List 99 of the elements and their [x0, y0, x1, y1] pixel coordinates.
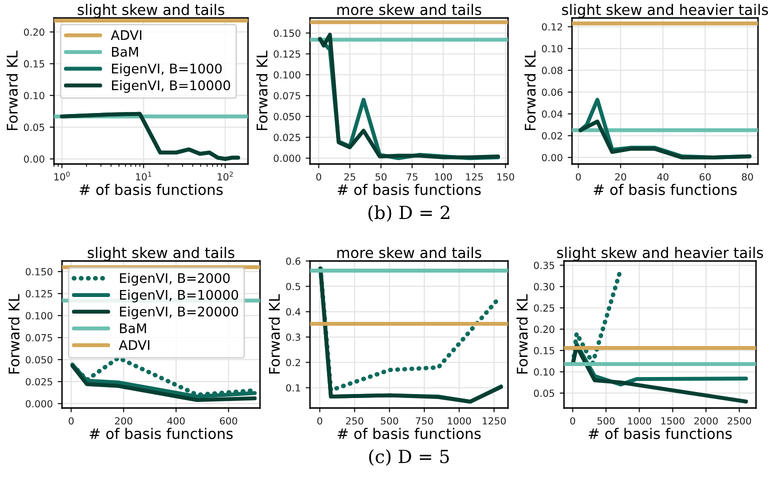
y-tick-label: 0.050 [26, 356, 52, 364]
chart-title: more skew and tails [337, 246, 482, 258]
x-axis-title: # of basis functions [588, 428, 732, 440]
legend-label: BaM [120, 323, 146, 334]
x-tick-label: 1250 [482, 417, 506, 425]
x-tick-label: 1000 [448, 417, 471, 425]
y-tick-label: 0.12 [542, 23, 562, 31]
y-tick-label: 0.15 [24, 60, 44, 68]
chart-title: slight skew and heavier tails [562, 4, 768, 18]
y-tick-label: 0.5 [286, 282, 300, 290]
x-tick-label: 0 [570, 417, 576, 425]
x-axis-title: # of basis functions [338, 428, 481, 440]
x-tick-label: 750 [416, 417, 433, 425]
x-tick-label: 1500 [661, 417, 684, 425]
x-tick-label: 80 [742, 173, 753, 181]
y-tick-label: 0.05 [24, 124, 44, 132]
x-tick-label: 1000 [628, 417, 652, 425]
x-tick-label: 125 [466, 173, 483, 181]
x-axis-title: # of basis functions [80, 184, 223, 196]
y-tick-label: 0.150 [26, 268, 52, 276]
x-tick-label: 200 [115, 417, 132, 425]
legend-label: EigenVI, B=1000 [112, 63, 222, 76]
y-tick-label: 0.100 [26, 312, 52, 320]
y-tick-label: 0.1 [286, 384, 300, 392]
x-tick-label: 10$^{2}$ [218, 172, 233, 180]
y-tick-label: 0.075 [26, 334, 52, 342]
x-tick-label: 25 [344, 173, 356, 181]
x-tick-label: 600 [220, 417, 238, 425]
chart-title: slight skew and tails [88, 246, 234, 261]
y-tick-label: 0.6 [286, 257, 300, 265]
x-tick-label: 2500 [728, 417, 752, 425]
y-tick-label: 0.050 [274, 112, 300, 120]
legend-label: ADVI [110, 30, 142, 40]
x-tick-label: 50 [376, 173, 387, 181]
y-tick-label: 0.20 [534, 326, 554, 334]
y-tick-label: 0.000 [274, 154, 300, 162]
legend-label: EigenVI, B=10000 [120, 290, 238, 302]
y-axis-title: Forward KL [6, 50, 18, 130]
y-tick-label: 0.150 [274, 29, 300, 37]
y-tick-label: 0.025 [26, 378, 52, 386]
y-tick-label: 0.10 [542, 44, 562, 52]
y-axis-title: Forward KL [8, 294, 20, 374]
x-tick-label: 250 [346, 417, 364, 425]
x-tick-label: 400 [167, 417, 185, 425]
y-tick-label: 0.025 [274, 134, 300, 142]
legend-label: ADVI [118, 340, 150, 350]
text: (b) D = 2 [368, 205, 450, 222]
y-axis-title: Forward KL [516, 294, 528, 374]
y-axis-title: Forward KL [256, 50, 268, 130]
chart-title: slight skew and tails [78, 4, 224, 18]
y-tick-label: 0.25 [534, 304, 554, 312]
x-tick-label: 60 [700, 173, 711, 181]
y-tick-label: 0.000 [26, 400, 52, 408]
y-tick-label: 0.100 [274, 71, 300, 79]
y-tick-label: 0.2 [286, 358, 300, 366]
y-tick-label: 0.05 [534, 390, 554, 397]
y-tick-label: 0.10 [534, 368, 554, 376]
x-tick-label: 100 [435, 173, 452, 181]
x-tick-label: 500 [380, 417, 398, 425]
x-tick-label: 10$^{0}$ [54, 172, 70, 180]
x-tick-label: 2000 [694, 417, 718, 425]
x-axis-title: # of basis functions [90, 428, 233, 440]
y-axis-title: Forward KL [524, 50, 536, 130]
legend-label: EigenVI, B=10000 [112, 80, 230, 93]
legend-label: EigenVI, B=2000 [120, 272, 230, 286]
legend-label: EigenVI, B=20000 [120, 306, 238, 320]
y-tick-label: 0.125 [26, 290, 52, 298]
x-tick-label: 0 [316, 173, 322, 181]
x-tick-label: 20 [615, 173, 626, 181]
x-tick-label: 0 [68, 417, 74, 425]
y-tick-label: 0.00 [542, 154, 562, 162]
y-tick-label: 0.02 [542, 132, 562, 140]
y-tick-label: 0.00 [24, 155, 44, 163]
y-tick-label: 0.10 [24, 92, 44, 100]
y-tick-label: 0.06 [542, 88, 562, 96]
chart-title: slight skew and heavier tails [557, 246, 764, 261]
y-tick-label: 0.35 [534, 262, 554, 270]
y-tick-label: 0.3 [286, 334, 300, 341]
y-tick-label: 0.20 [24, 28, 44, 36]
legend-label: BaM [112, 47, 138, 57]
x-tick-label: 150 [497, 173, 514, 181]
y-tick-label: 0.04 [542, 110, 562, 118]
x-tick-label: 75 [406, 173, 418, 181]
y-tick-label: 0.125 [274, 50, 300, 58]
y-tick-label: 0.075 [274, 92, 300, 100]
text: (c) D = 5 [369, 449, 449, 466]
y-tick-label: 0.4 [286, 308, 300, 316]
x-tick-label: 0 [317, 417, 322, 425]
x-tick-label: 10$^{1}$ [136, 172, 152, 180]
y-axis-title: Forward KL [268, 294, 280, 374]
x-tick-label: 40 [657, 173, 668, 181]
y-tick-label: 0.15 [534, 346, 554, 354]
x-axis-title: # of basis functions [594, 184, 737, 196]
chart-title: more skew and tails [337, 4, 482, 16]
x-axis-title: # of basis functions [338, 184, 481, 196]
y-tick-label: 0.30 [534, 283, 554, 290]
y-tick-label: 0.08 [542, 66, 562, 74]
x-tick-label: 500 [597, 417, 615, 425]
x-tick-label: 0 [576, 173, 581, 181]
